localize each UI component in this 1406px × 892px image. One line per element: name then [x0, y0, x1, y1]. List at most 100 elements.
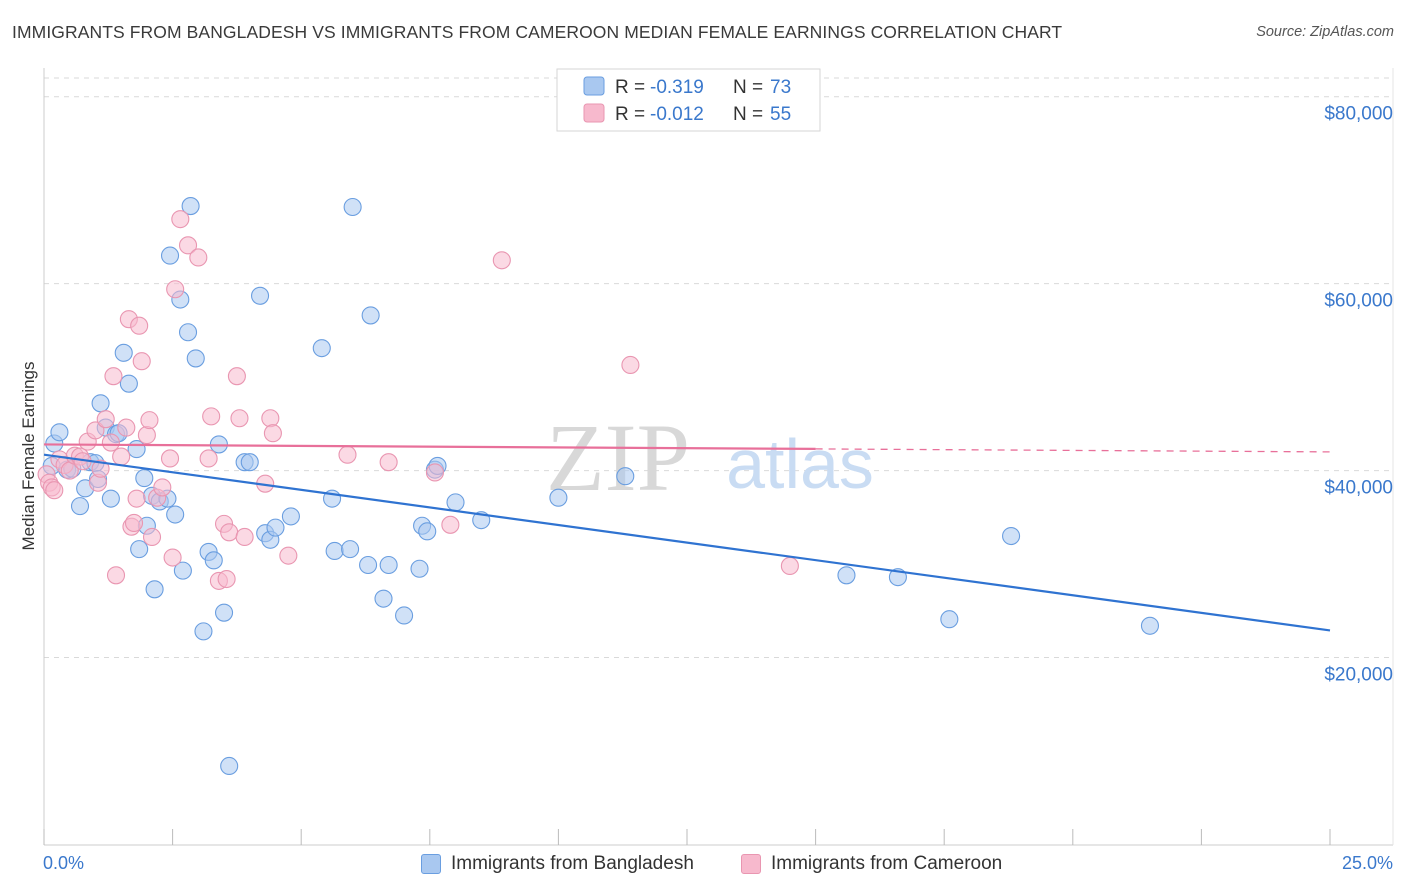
data-point-bangladesh[interactable]: [410, 559, 429, 578]
bottom-legend-label-cameroon: Immigrants from Cameroon: [771, 853, 1003, 874]
data-point-cameroon[interactable]: [425, 463, 444, 482]
data-point-bangladesh[interactable]: [616, 467, 635, 486]
data-point-cameroon[interactable]: [166, 280, 185, 299]
data-point-bangladesh[interactable]: [135, 469, 154, 488]
legend-r-value-2: -0.012: [650, 104, 704, 125]
legend-r-label-1: R =: [615, 77, 645, 98]
data-point-bangladesh[interactable]: [359, 555, 378, 575]
data-point-cameroon[interactable]: [189, 248, 208, 267]
data-point-cameroon[interactable]: [130, 316, 149, 335]
data-point-cameroon[interactable]: [263, 424, 282, 443]
data-point-cameroon[interactable]: [106, 566, 126, 585]
data-point-bangladesh[interactable]: [549, 488, 568, 507]
data-point-cameroon[interactable]: [140, 411, 159, 430]
data-point-cameroon[interactable]: [137, 426, 156, 445]
x-tick-label-max: 25.0%: [1342, 853, 1393, 873]
data-point-cameroon[interactable]: [230, 409, 249, 428]
data-point-cameroon[interactable]: [45, 481, 64, 500]
data-point-bangladesh[interactable]: [395, 606, 414, 625]
data-point-cameroon[interactable]: [132, 352, 151, 371]
x-tick-label-min: 0.0%: [43, 853, 84, 873]
bottom-legend-item-bangladesh[interactable]: Immigrants from Bangladesh: [421, 853, 694, 875]
data-point-cameroon[interactable]: [379, 453, 398, 472]
data-point-cameroon[interactable]: [96, 410, 115, 429]
data-point-cameroon[interactable]: [202, 407, 221, 426]
data-point-bangladesh[interactable]: [166, 505, 185, 524]
data-point-bangladesh[interactable]: [70, 497, 90, 516]
data-point-bangladesh[interactable]: [130, 540, 149, 559]
data-point-cameroon[interactable]: [117, 418, 136, 437]
data-point-bangladesh[interactable]: [50, 423, 69, 442]
bottom-legend-swatch-bangladesh: [421, 854, 441, 874]
data-point-cameroon[interactable]: [621, 355, 640, 375]
y-tick-label: $80,000: [1324, 104, 1393, 125]
data-point-cameroon[interactable]: [261, 409, 280, 428]
data-point-bangladesh[interactable]: [181, 197, 200, 216]
data-point-bangladesh[interactable]: [178, 323, 198, 342]
data-point-cameroon[interactable]: [441, 515, 460, 534]
data-point-bangladesh[interactable]: [145, 580, 164, 599]
data-points: [37, 197, 1160, 776]
data-point-bangladesh[interactable]: [418, 522, 437, 541]
data-point-cameroon[interactable]: [104, 367, 123, 386]
data-point-cameroon[interactable]: [279, 546, 298, 565]
data-point-cameroon[interactable]: [227, 367, 246, 386]
y-tick-label: $60,000: [1324, 291, 1393, 312]
trend-line-cameroon-extension: [815, 448, 1331, 453]
data-point-bangladesh[interactable]: [119, 374, 138, 393]
data-point-cameroon[interactable]: [199, 449, 218, 468]
data-point-cameroon[interactable]: [338, 445, 357, 464]
data-point-bangladesh[interactable]: [1140, 616, 1160, 635]
data-point-bangladesh[interactable]: [214, 603, 234, 622]
data-point-bangladesh[interactable]: [114, 343, 133, 362]
data-point-bangladesh[interactable]: [361, 306, 380, 325]
data-point-cameroon[interactable]: [112, 447, 131, 466]
data-point-bangladesh[interactable]: [250, 286, 270, 305]
chart-title: IMMIGRANTS FROM BANGLADESH VS IMMIGRANTS…: [12, 22, 1063, 42]
data-point-bangladesh[interactable]: [186, 349, 205, 368]
data-point-bangladesh[interactable]: [343, 197, 362, 217]
data-point-cameroon[interactable]: [160, 449, 180, 468]
data-point-bangladesh[interactable]: [312, 339, 331, 358]
data-point-bangladesh[interactable]: [160, 246, 180, 265]
data-point-cameroon[interactable]: [124, 513, 144, 532]
bottom-legend-item-cameroon[interactable]: Immigrants from Cameroon: [741, 853, 1002, 875]
data-point-cameroon[interactable]: [492, 251, 511, 270]
data-point-cameroon[interactable]: [91, 459, 110, 478]
grid: $20,000 $40,000 $60,000 $80,000: [44, 77, 1393, 686]
data-point-bangladesh[interactable]: [446, 493, 465, 512]
data-point-bangladesh[interactable]: [194, 622, 213, 641]
data-point-cameroon[interactable]: [127, 489, 146, 508]
data-point-cameroon[interactable]: [101, 433, 120, 452]
data-point-bangladesh[interactable]: [379, 555, 398, 575]
data-point-cameroon[interactable]: [153, 478, 172, 497]
data-point-cameroon[interactable]: [235, 527, 254, 547]
data-point-cameroon[interactable]: [220, 523, 239, 542]
data-point-bangladesh[interactable]: [240, 453, 259, 472]
data-point-bangladesh[interactable]: [266, 518, 285, 537]
data-point-bangladesh[interactable]: [127, 440, 146, 459]
bottom-legend-swatch-cameroon: [741, 854, 761, 874]
data-point-cameroon[interactable]: [780, 556, 799, 575]
data-point-cameroon[interactable]: [217, 569, 236, 589]
data-point-bangladesh[interactable]: [1002, 526, 1021, 546]
data-point-bangladesh[interactable]: [325, 541, 344, 561]
data-point-bangladesh[interactable]: [374, 589, 393, 608]
data-point-cameroon[interactable]: [142, 527, 162, 547]
data-point-bangladesh[interactable]: [204, 551, 223, 570]
data-point-bangladesh[interactable]: [220, 756, 239, 776]
data-point-bangladesh[interactable]: [101, 489, 120, 508]
data-point-bangladesh[interactable]: [940, 610, 959, 629]
data-point-bangladesh[interactable]: [837, 566, 856, 585]
data-point-bangladesh[interactable]: [91, 394, 110, 413]
y-axis-label: Median Female Earnings: [19, 362, 38, 551]
trend-line-bangladesh: [43, 453, 1331, 632]
data-point-bangladesh[interactable]: [281, 507, 300, 526]
watermark: ZIP atlas: [546, 404, 874, 511]
data-point-cameroon[interactable]: [178, 236, 198, 255]
data-point-cameroon[interactable]: [163, 548, 182, 567]
data-point-bangladesh[interactable]: [341, 540, 360, 559]
data-point-bangladesh[interactable]: [173, 561, 192, 580]
data-point-cameroon[interactable]: [86, 421, 105, 440]
data-point-cameroon[interactable]: [171, 210, 190, 229]
